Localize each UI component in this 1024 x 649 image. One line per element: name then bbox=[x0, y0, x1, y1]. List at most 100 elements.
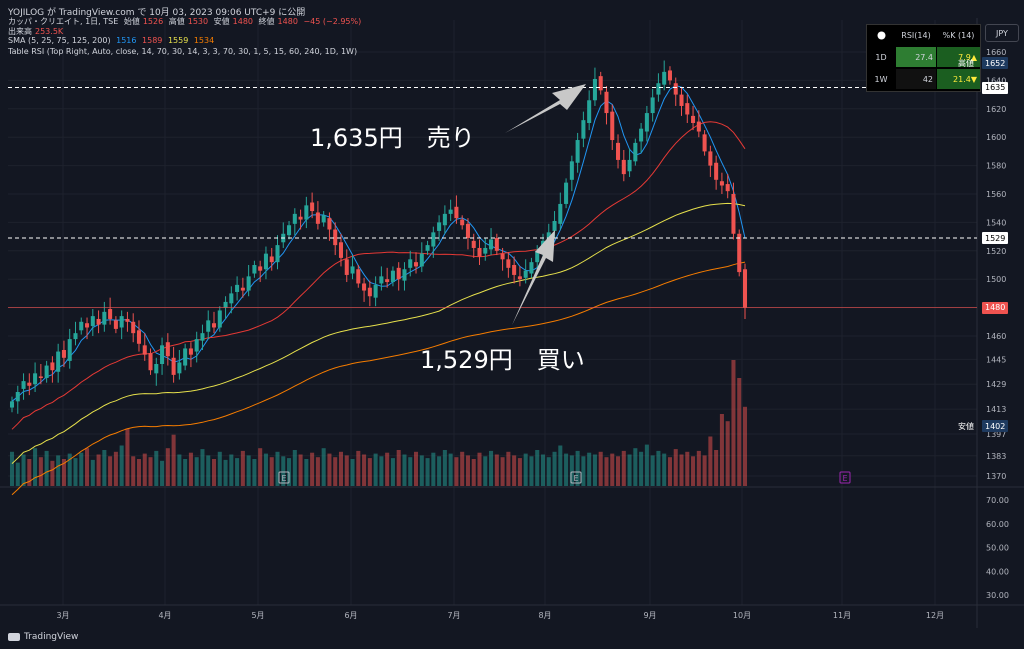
candle-body bbox=[390, 270, 395, 283]
tradingview-logo-icon bbox=[8, 633, 20, 641]
candle-body bbox=[292, 213, 297, 224]
volume-bar bbox=[656, 450, 661, 486]
buy-annotation: 1,529円 買い bbox=[420, 346, 585, 374]
volume-bar bbox=[327, 453, 332, 486]
earnings-marker-label: E bbox=[573, 474, 578, 483]
volume-bar bbox=[673, 449, 678, 486]
osc-tick-label: 30.00 bbox=[986, 591, 1009, 600]
volume-bar bbox=[338, 451, 344, 486]
candle-body bbox=[27, 382, 32, 386]
price-label: 1529 bbox=[982, 232, 1009, 245]
candle-body bbox=[136, 330, 141, 344]
volume-bar bbox=[379, 456, 384, 486]
y-tick-label: 1460 bbox=[986, 332, 1006, 341]
candle-body bbox=[737, 233, 742, 273]
sma-75-line bbox=[11, 202, 746, 464]
volume-bar bbox=[413, 451, 419, 486]
candle-body bbox=[362, 283, 367, 291]
volume-bar bbox=[252, 459, 257, 486]
candle-body bbox=[356, 269, 361, 284]
candle-body bbox=[44, 365, 49, 378]
y-tick-label: 1580 bbox=[986, 162, 1006, 171]
volume-bar bbox=[408, 457, 413, 486]
volume-bar bbox=[725, 421, 730, 486]
rsi-1w: 42 bbox=[896, 69, 936, 89]
candle-body bbox=[315, 212, 320, 224]
volume-bar bbox=[263, 453, 268, 486]
x-tick-label: 12月 bbox=[926, 611, 944, 620]
volume-bar bbox=[708, 436, 713, 486]
volume-bar bbox=[540, 454, 546, 486]
y-tick-label: 1560 bbox=[986, 190, 1006, 199]
candle-body bbox=[696, 121, 701, 132]
candle-body bbox=[627, 159, 632, 172]
y-tick-label: 1397 bbox=[986, 430, 1006, 439]
volume-bar bbox=[448, 453, 453, 486]
candle-body bbox=[714, 162, 719, 180]
volume-bar bbox=[183, 459, 188, 486]
volume-bar bbox=[217, 451, 222, 486]
candle-body bbox=[506, 259, 511, 268]
candle-body bbox=[9, 401, 15, 408]
price-label-tag: 高値 bbox=[958, 58, 974, 68]
tf-1d: 1D bbox=[875, 52, 887, 62]
candle-body bbox=[275, 245, 280, 263]
volume-bar bbox=[27, 459, 32, 486]
volume-bar bbox=[465, 455, 470, 486]
candle-body bbox=[408, 259, 413, 268]
candle-body bbox=[200, 333, 205, 341]
candle-body bbox=[96, 318, 101, 325]
candle-body bbox=[592, 78, 597, 101]
volume-bar bbox=[523, 453, 528, 486]
volume-bar bbox=[315, 457, 320, 486]
candle-body bbox=[742, 269, 748, 308]
volume-bar bbox=[131, 456, 136, 486]
candle-body bbox=[148, 353, 153, 371]
volume-bar bbox=[136, 459, 141, 486]
volume-bar bbox=[333, 457, 338, 486]
candle-body bbox=[685, 103, 690, 115]
y-tick-label: 1540 bbox=[986, 218, 1006, 227]
volume-bar bbox=[587, 452, 592, 486]
volume-bar bbox=[67, 453, 72, 486]
volume-bar bbox=[240, 450, 245, 486]
volume-bar bbox=[275, 451, 280, 486]
x-tick-label: 3月 bbox=[56, 611, 69, 620]
volume-bar bbox=[691, 456, 696, 486]
price-label: 1652 bbox=[982, 57, 1009, 70]
currency-button[interactable]: JPY bbox=[985, 24, 1019, 42]
candle-body bbox=[79, 321, 84, 331]
volume-bar bbox=[61, 459, 66, 486]
candle-body bbox=[523, 270, 528, 278]
x-tick-label: 11月 bbox=[833, 611, 851, 620]
volume-bar bbox=[108, 456, 113, 486]
volume-bar bbox=[506, 451, 511, 486]
osc-tick-label: 40.00 bbox=[986, 567, 1009, 576]
volume-bar bbox=[564, 453, 569, 486]
volume-bar bbox=[373, 453, 378, 486]
rsi-table-label: Table RSI (Top Right, Auto, close, 14, 7… bbox=[8, 47, 358, 56]
candle-body bbox=[604, 91, 609, 114]
y-tick-label: 1520 bbox=[986, 247, 1006, 256]
volume-bar bbox=[119, 445, 124, 486]
volume-bar bbox=[154, 450, 159, 486]
candle-body bbox=[165, 342, 170, 357]
sell-arrow bbox=[505, 84, 586, 133]
buy-arrow bbox=[512, 230, 555, 325]
y-tick-label: 1620 bbox=[986, 105, 1006, 114]
candle-body bbox=[61, 350, 66, 358]
volume-bar bbox=[298, 454, 303, 486]
candle-body bbox=[338, 242, 344, 258]
volume-bar bbox=[344, 455, 349, 486]
volume-bar bbox=[396, 450, 401, 486]
volume-bar bbox=[662, 453, 667, 486]
candle-body bbox=[477, 247, 482, 257]
volume-bar bbox=[702, 455, 707, 486]
candle-body bbox=[333, 229, 338, 246]
candle-body bbox=[108, 309, 113, 319]
volume-bar bbox=[714, 450, 719, 486]
candle-body bbox=[252, 265, 257, 274]
volume-bar bbox=[402, 454, 407, 486]
